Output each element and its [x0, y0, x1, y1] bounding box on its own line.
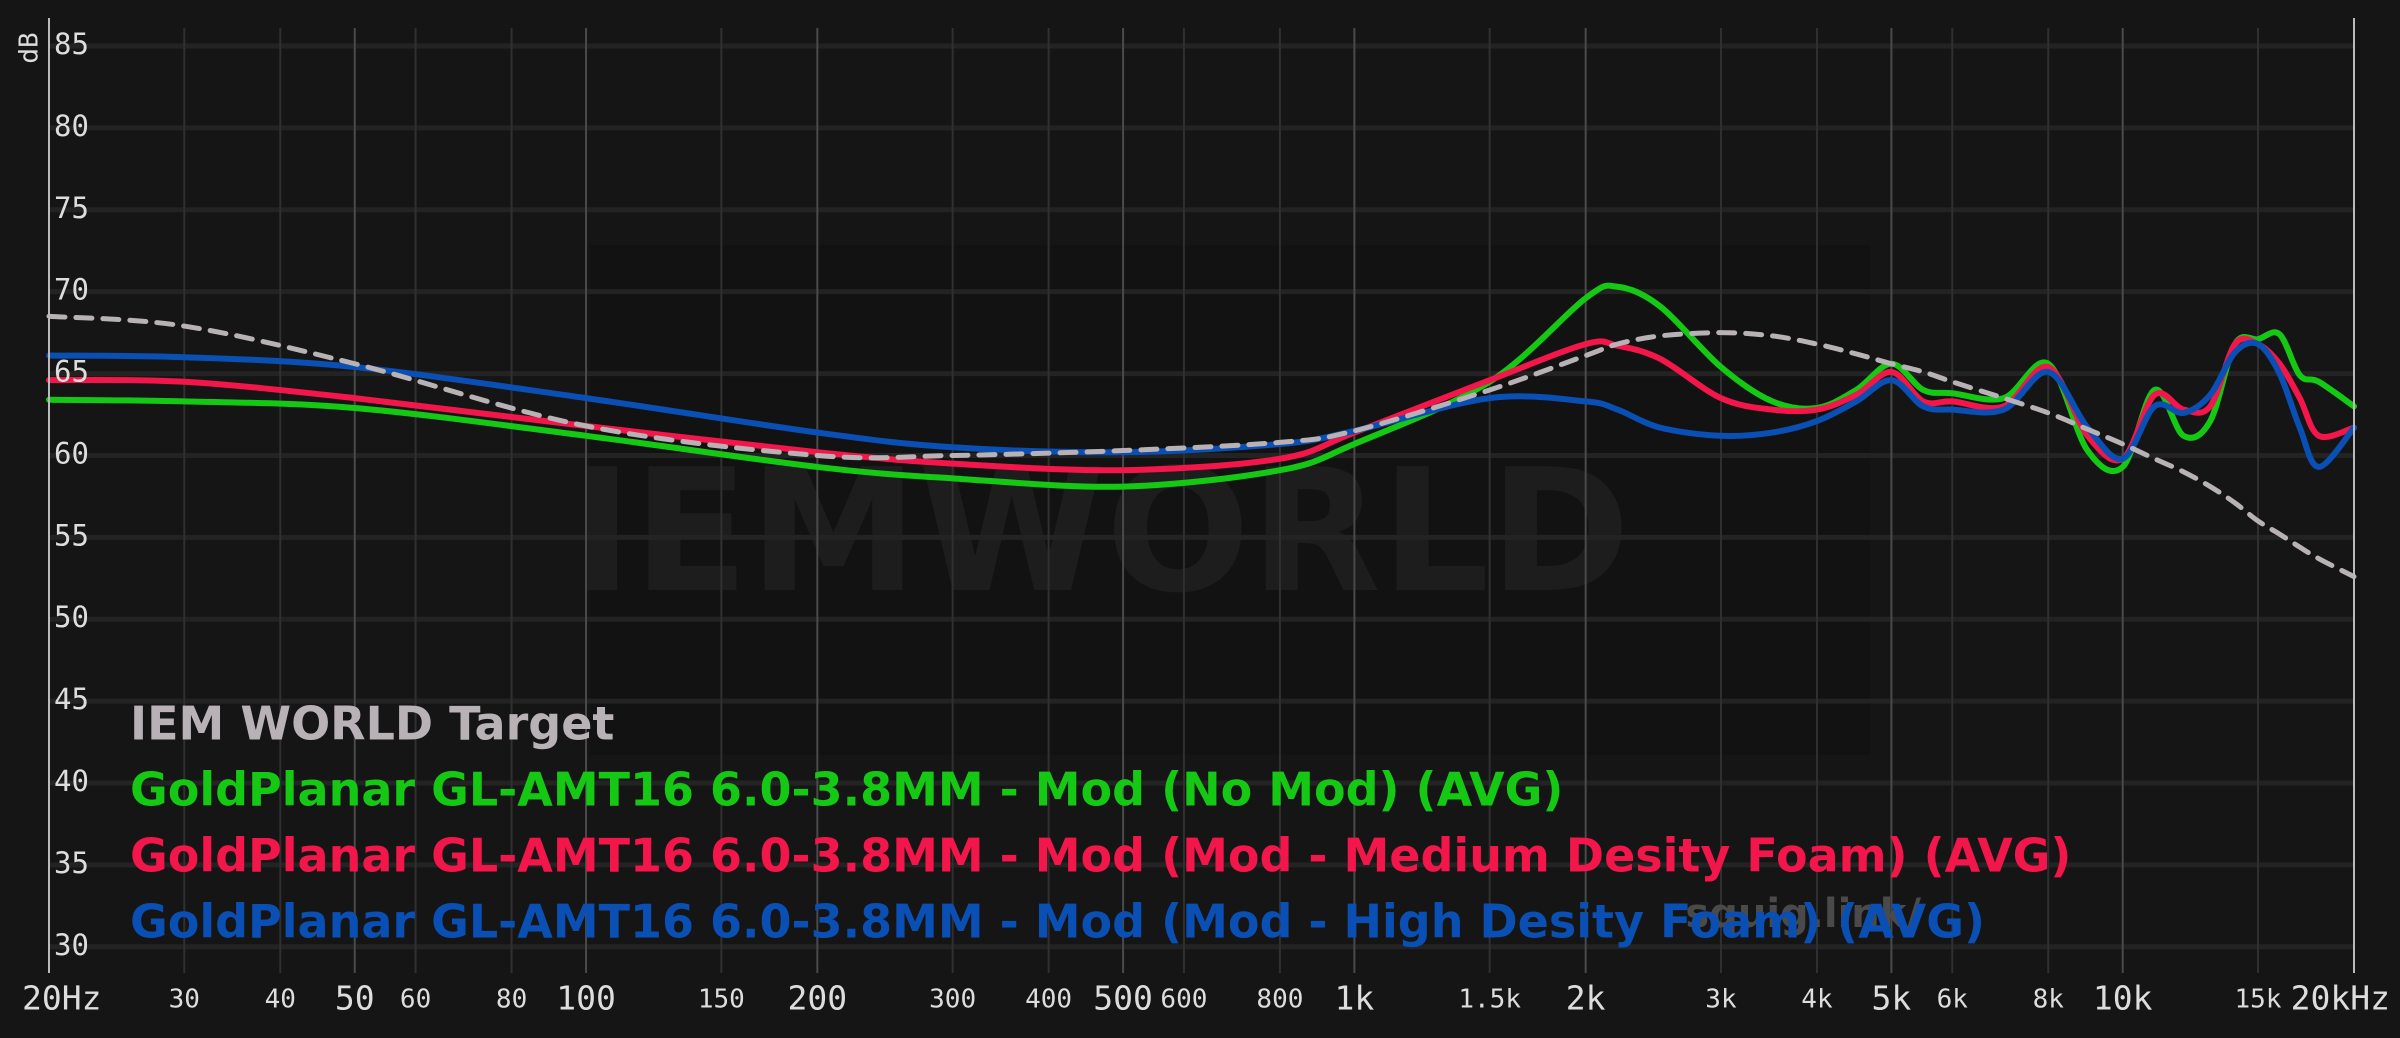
x-tick-label: 5k: [1872, 979, 1912, 1018]
y-tick-label: 50: [54, 600, 89, 634]
y-tick-label: 30: [54, 928, 89, 962]
y-tick-label: 85: [54, 27, 89, 61]
x-tick-label: 20Hz: [22, 979, 101, 1018]
legend-entry: GoldPlanar GL-AMT16 6.0-3.8MM - Mod (No …: [130, 763, 1563, 817]
series-line: [46, 282, 2357, 490]
x-tick-label: 30: [169, 985, 200, 1015]
x-tick-label: 200: [788, 979, 848, 1018]
x-tick-label: 500: [1093, 979, 1153, 1018]
series-line: [46, 335, 2357, 474]
x-tick-label: 50: [335, 979, 375, 1018]
x-tick-label: 20kHz: [2291, 979, 2390, 1018]
x-tick-label: 8k: [2033, 985, 2065, 1015]
x-tick-label: 150: [698, 985, 745, 1015]
x-tick-label: 100: [556, 979, 616, 1018]
series-line: [46, 339, 2357, 470]
watermark-url: squig.link/: [1685, 891, 1921, 937]
series-line: [46, 313, 2357, 580]
y-tick-label: 35: [54, 846, 89, 880]
watermark: IEMWORLD: [570, 433, 1631, 631]
legend-entry: GoldPlanar GL-AMT16 6.0-3.8MM - Mod (Mod…: [130, 895, 1985, 949]
x-tick-label: 1.5k: [1458, 985, 1521, 1015]
grid: [48, 28, 2355, 973]
y-tick-label: 40: [54, 764, 89, 798]
x-tick-label: 60: [400, 985, 431, 1015]
x-tick-label: 400: [1025, 985, 1072, 1015]
lines: [46, 282, 2357, 580]
x-tick-label: 10k: [2093, 979, 2153, 1018]
y-axis-label: dB: [15, 32, 45, 63]
axes: 30 35 40 45 50 55 60 65 70 75 80 85 20Hz 30 40 50 60 80 10…: [22, 18, 2390, 1018]
x-tick-label: 40: [265, 985, 296, 1015]
legend-entry: GoldPlanar GL-AMT16 6.0-3.8MM - Mod (Mod…: [130, 829, 2071, 883]
x-tick-label: 2k: [1566, 979, 1606, 1018]
x-tick-label: 3k: [1705, 985, 1737, 1015]
x-tick-label: 80: [496, 985, 527, 1015]
legend: IEM WORLD Target GoldPlanar GL-AMT16 6.0-…: [130, 697, 2071, 949]
x-tick-label: 300: [929, 985, 976, 1015]
x-tick-label: 800: [1256, 985, 1303, 1015]
legend-entry: IEM WORLD Target: [130, 697, 614, 751]
x-tick-label: 600: [1160, 985, 1207, 1015]
y-tick-label: 55: [54, 518, 89, 552]
y-tick-label: 65: [54, 355, 89, 389]
watermark-panel: [590, 245, 1870, 755]
x-tick-label: 1k: [1335, 979, 1375, 1018]
y-tick-label: 60: [54, 436, 89, 470]
y-tick-label: 75: [54, 191, 89, 225]
x-tick-label: 6k: [1937, 985, 1969, 1015]
y-tick-label: 45: [54, 682, 89, 716]
y-tick-label: 80: [54, 109, 89, 143]
y-tick-label: 70: [54, 273, 89, 307]
x-tick-label: 4k: [1801, 985, 1833, 1015]
x-tick-label: 15k: [2235, 985, 2282, 1015]
